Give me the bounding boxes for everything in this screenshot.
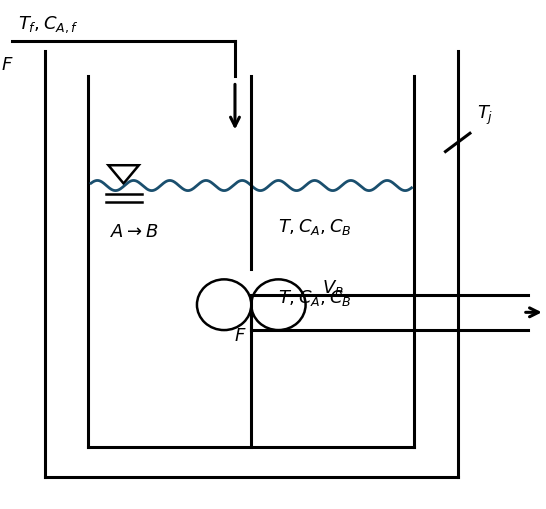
Text: $T, C_A, C_B$: $T, C_A, C_B$ <box>278 288 352 307</box>
Text: $F$: $F$ <box>234 326 247 345</box>
Text: $T_f, C_{A,f}$: $T_f, C_{A,f}$ <box>17 14 79 35</box>
Text: $T_j$: $T_j$ <box>477 104 493 127</box>
Text: $F$: $F$ <box>2 55 14 74</box>
Text: $V_R$: $V_R$ <box>322 277 344 297</box>
Text: $A \rightarrow B$: $A \rightarrow B$ <box>110 223 159 241</box>
Text: $T, C_A, C_B$: $T, C_A, C_B$ <box>278 217 352 237</box>
